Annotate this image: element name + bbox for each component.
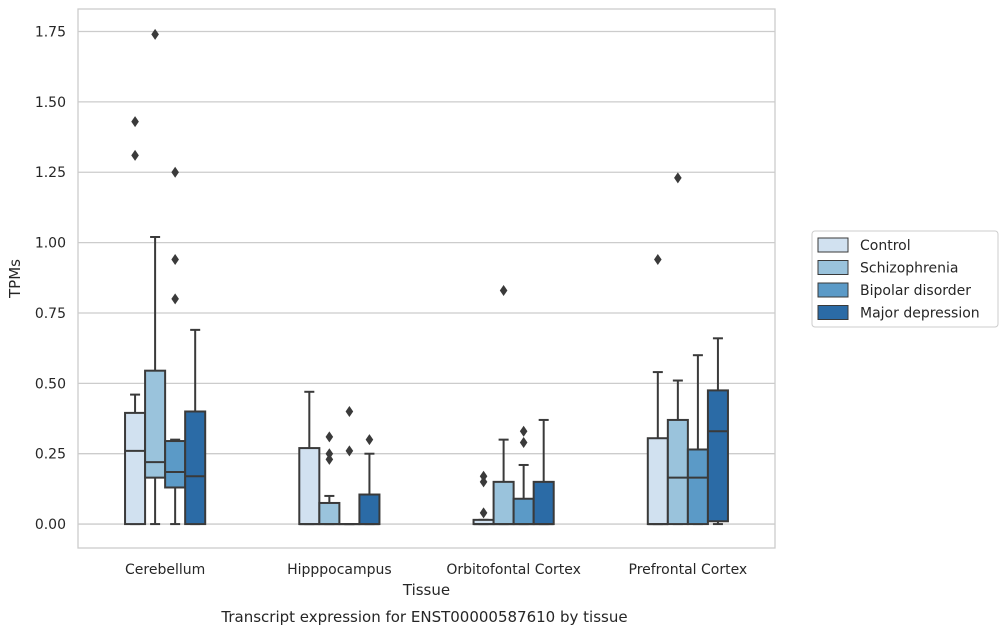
box (318, 501, 341, 526)
x-tick-label: Prefrontal Cortex (629, 562, 748, 578)
box (492, 480, 515, 526)
box (706, 389, 729, 523)
outlier-point (171, 293, 179, 305)
box (666, 418, 689, 526)
box (646, 437, 669, 526)
outlier-point (479, 507, 488, 519)
outlier-point (151, 28, 159, 40)
outlier-point (171, 254, 179, 266)
outlier-point (674, 172, 682, 184)
y-tick-label: 0.50 (35, 376, 66, 392)
legend-swatch (817, 282, 849, 298)
outlier-point (131, 149, 139, 161)
y-tick-label: 0.00 (35, 517, 66, 533)
box (686, 448, 709, 526)
x-tick-label: Cerebellum (125, 562, 205, 578)
outlier-point (365, 434, 374, 446)
y-tick-label: 1.75 (35, 25, 66, 41)
plot-area-frame (77, 8, 776, 549)
box-group (124, 28, 207, 526)
y-tick-label: 1.25 (35, 165, 66, 181)
outlier-point (171, 166, 179, 178)
box (124, 411, 147, 526)
legend-swatch (817, 260, 849, 275)
x-tick-label: Orbitofontal Cortex (446, 562, 581, 578)
legend-frame (811, 230, 999, 328)
box (512, 497, 535, 526)
outlier-point (479, 470, 488, 482)
box (532, 480, 555, 526)
y-axis-label: TPMs (6, 259, 24, 299)
outlier-point (654, 254, 662, 266)
outlier-point (325, 431, 334, 443)
box-groups (124, 28, 729, 526)
box (358, 493, 381, 526)
legend-label: Major depression (860, 306, 980, 322)
box (184, 410, 207, 526)
box (144, 369, 167, 479)
y-tick-label: 0.75 (35, 306, 66, 322)
chart-caption: Transcript expression for ENST0000058761… (220, 608, 627, 626)
outlier-point (345, 445, 354, 457)
legend-swatch (817, 305, 849, 320)
legend: Control Schizophrenia Bipolar disorder Majo… (811, 230, 999, 328)
box (164, 440, 187, 489)
box-group (646, 172, 729, 526)
outlier-point (325, 448, 334, 460)
outlier-point (519, 436, 528, 448)
legend-swatch (817, 237, 849, 253)
box-group (472, 284, 555, 526)
y-tick-label: 1.00 (35, 236, 66, 252)
y-tick-label: 0.25 (35, 447, 66, 463)
x-axis-label: Tissue (402, 581, 450, 599)
box (298, 447, 321, 526)
outlier-point (325, 453, 334, 465)
y-tick-labels: 0.00 0.25 0.50 0.75 1.00 1.25 1.50 1.75 (35, 25, 66, 534)
outlier-point (345, 405, 354, 417)
x-tick-label: Hipppocampus (287, 562, 392, 578)
box-group (298, 390, 381, 526)
outlier-point (519, 425, 528, 437)
legend-label: Schizophrenia (860, 261, 958, 277)
legend-label: Bipolar disorder (860, 283, 971, 299)
y-tick-label: 1.50 (35, 95, 66, 111)
legend-label: Control (860, 238, 911, 254)
outlier-point (479, 476, 488, 488)
outlier-point (499, 284, 508, 296)
outlier-point (131, 116, 139, 128)
x-tick-labels: Cerebellum Hipppocampus Orbitofontal Corte… (125, 562, 747, 578)
